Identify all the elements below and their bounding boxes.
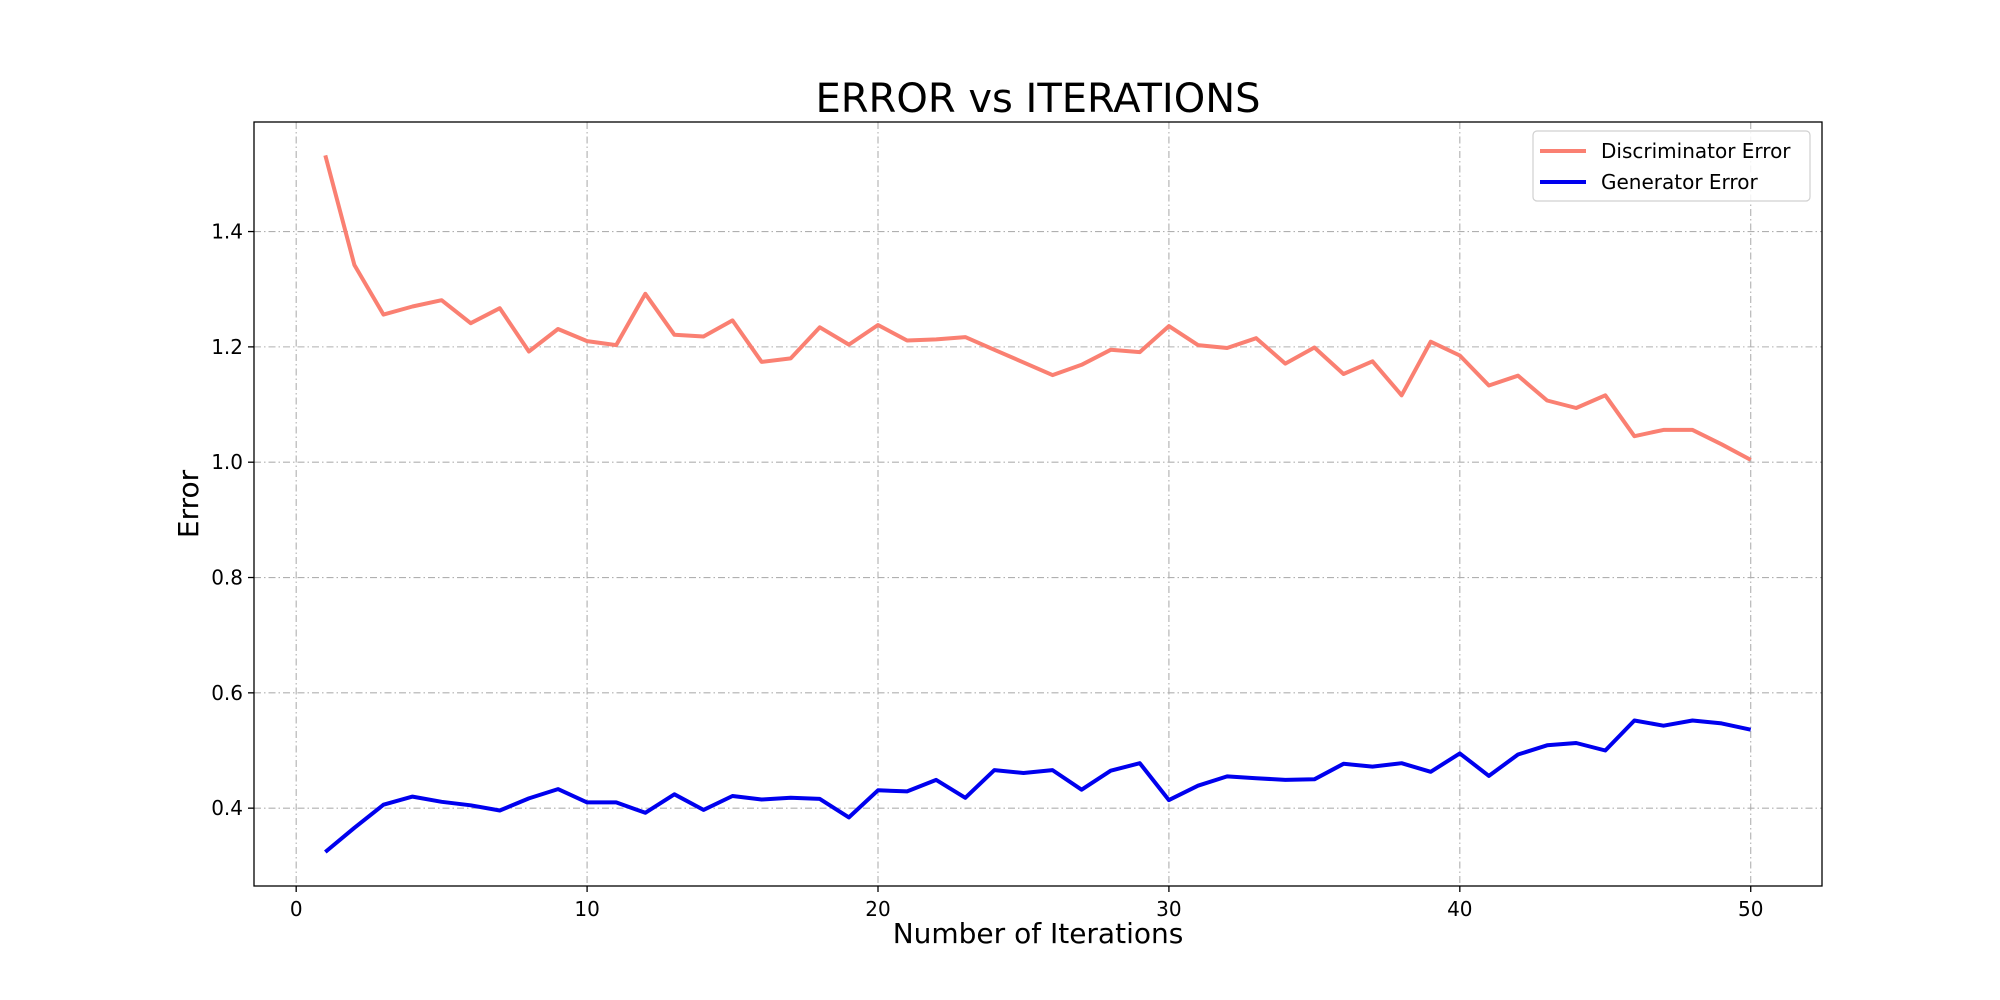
x-axis-label: Number of Iterations bbox=[893, 917, 1184, 950]
y-tick-label: 1.0 bbox=[211, 450, 243, 474]
legend-label: Discriminator Error bbox=[1601, 139, 1791, 163]
y-tick-label: 0.4 bbox=[211, 796, 243, 820]
y-axis-label: Error bbox=[172, 469, 205, 538]
y-tick-label: 0.8 bbox=[211, 566, 243, 590]
x-tick-label: 40 bbox=[1447, 897, 1472, 921]
series-line-discriminator-error bbox=[323, 154, 1752, 462]
y-tick-label: 1.2 bbox=[211, 335, 243, 359]
series-lines bbox=[323, 154, 1752, 854]
x-tick-label: 50 bbox=[1738, 897, 1763, 921]
axis-ticks: 0 10 20 30 40 50 0.4 0.6 0.8 1.0 1.2 1.4 bbox=[211, 220, 1763, 921]
legend: Discriminator Error Generator Error bbox=[1532, 130, 1811, 202]
grid bbox=[254, 122, 1822, 886]
plot-frame bbox=[253, 121, 1823, 887]
x-tick-label: 10 bbox=[574, 897, 599, 921]
x-tick-label: 20 bbox=[865, 897, 890, 921]
y-tick-label: 1.4 bbox=[211, 220, 243, 244]
legend-box bbox=[1532, 130, 1811, 202]
x-tick-label: 0 bbox=[290, 897, 303, 921]
legend-label: Generator Error bbox=[1601, 170, 1758, 194]
chart-title: ERROR vs ITERATIONS bbox=[815, 76, 1260, 122]
x-tick-label: 30 bbox=[1156, 897, 1181, 921]
series-line-generator-error bbox=[324, 718, 1752, 854]
y-tick-label: 0.6 bbox=[211, 681, 243, 705]
